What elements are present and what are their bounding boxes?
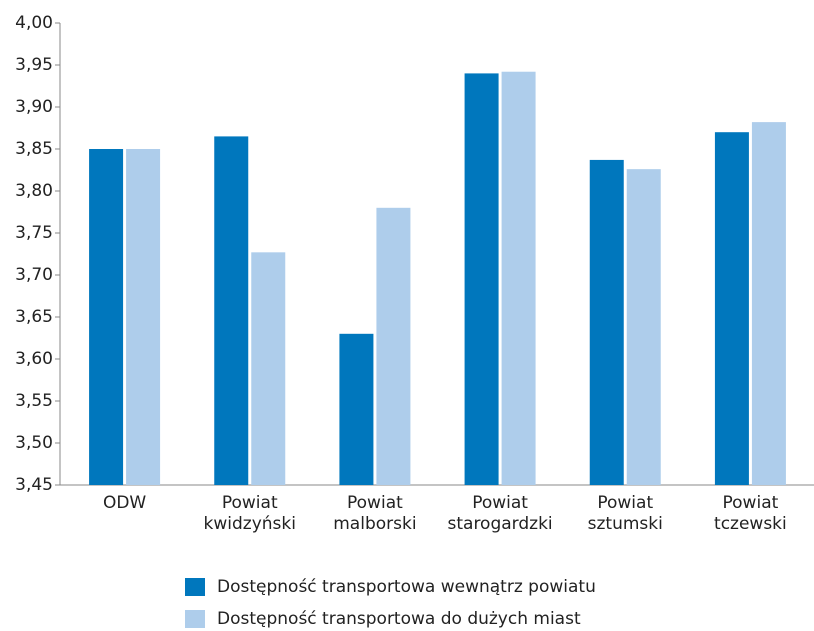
bar — [751, 122, 786, 486]
y-tick-label: 3,60 — [15, 349, 53, 369]
bar — [89, 149, 124, 485]
bar — [464, 73, 499, 486]
y-tick-label: 3,70 — [15, 265, 53, 285]
y-tick-label: 3,50 — [15, 433, 53, 453]
y-tick-label: 3,45 — [15, 475, 53, 495]
bar — [126, 149, 161, 485]
x-tick-label: Powiat sztumski — [587, 493, 663, 534]
y-tick-label: 3,55 — [15, 391, 53, 411]
bar — [214, 136, 249, 485]
legend-item: Dostępność transportowa do dużych miast — [185, 609, 581, 629]
x-tick-label: Powiat malborski — [333, 493, 417, 534]
y-tick-label: 3,65 — [15, 307, 53, 327]
y-tick-label: 3,95 — [15, 55, 53, 75]
x-tick-label: Powiat kwidzyński — [203, 493, 296, 534]
bar — [376, 207, 411, 486]
x-tick-label: Powiat starogardzki — [447, 493, 553, 534]
y-tick-label: 4,00 — [15, 13, 53, 33]
x-tick-label: Powiat tczewski — [714, 493, 787, 534]
legend-swatch — [185, 578, 205, 596]
bar — [714, 132, 749, 485]
bar — [251, 252, 286, 485]
bar — [501, 71, 536, 485]
y-tick-label: 3,75 — [15, 223, 53, 243]
y-tick-label: 3,90 — [15, 97, 53, 117]
x-tick-label: ODW — [102, 493, 147, 513]
y-tick-label: 3,80 — [15, 181, 53, 201]
bar — [626, 169, 661, 485]
legend-item: Dostępność transportowa wewnątrz powiatu — [185, 577, 596, 597]
bar — [339, 333, 374, 485]
legend-label: Dostępność transportowa do dużych miast — [217, 609, 581, 629]
legend-label: Dostępność transportowa wewnątrz powiatu — [217, 577, 596, 597]
y-tick-label: 3,85 — [15, 139, 53, 159]
legend-swatch — [185, 610, 205, 628]
bar — [589, 159, 624, 486]
